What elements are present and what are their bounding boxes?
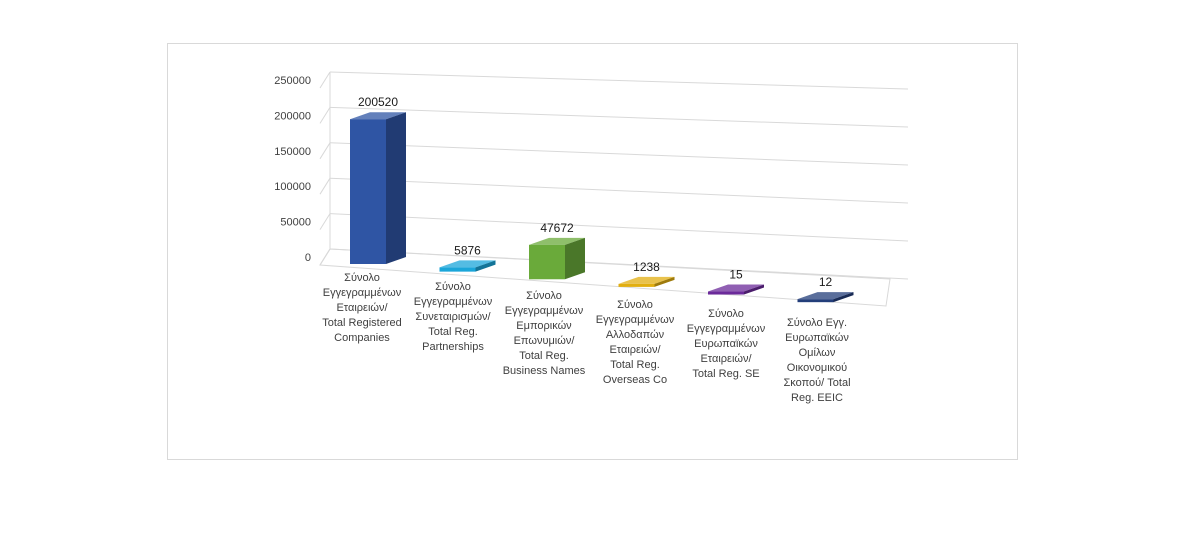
category-label: Συνεταιρισμών/ bbox=[415, 311, 491, 323]
category-label: Ευρωπαϊκών bbox=[785, 332, 849, 344]
gridline bbox=[329, 106, 909, 128]
bar-top bbox=[797, 292, 854, 300]
bar-top bbox=[529, 237, 585, 245]
category-label: Ομίλων bbox=[799, 347, 836, 359]
bar-side bbox=[744, 284, 764, 295]
side-gridline bbox=[319, 107, 331, 124]
category-label: Εγγεγραμμένων bbox=[505, 305, 584, 317]
data-label: 1238 bbox=[633, 260, 660, 274]
category-label: Σύνολο bbox=[526, 290, 562, 302]
side-gridline bbox=[319, 142, 331, 160]
bar bbox=[708, 284, 764, 295]
data-labels: 200520 5876 47672 1238 15 12 bbox=[358, 95, 833, 289]
category-label: Εταιρειών/ bbox=[336, 302, 388, 314]
gridlines bbox=[319, 71, 909, 307]
side-gridline bbox=[319, 248, 331, 266]
category-label: Εταιρειών/ bbox=[609, 344, 661, 356]
data-label: 15 bbox=[729, 268, 743, 282]
bar-chart: 0 50000 100000 150000 200000 250000 200520 587… bbox=[274, 71, 909, 404]
data-label: 5876 bbox=[454, 243, 481, 257]
category-label: Total Reg. bbox=[519, 350, 569, 362]
category-label: Εγγεγραμμένων bbox=[596, 314, 675, 326]
chart-frame: 0 50000 100000 150000 200000 250000 200520 587… bbox=[167, 43, 1018, 460]
category-label: Σύνολο bbox=[617, 299, 653, 311]
bar bbox=[350, 112, 406, 264]
gridline bbox=[329, 177, 909, 204]
category-label: Εταιρειών/ bbox=[700, 353, 752, 365]
category-label: Εμπορικών bbox=[516, 320, 572, 332]
side-gridline bbox=[319, 177, 331, 195]
category-label: Σκοπού/ Total bbox=[783, 377, 850, 389]
bar-front bbox=[439, 267, 476, 272]
category-label: Total Reg. bbox=[428, 326, 478, 338]
side-gridline bbox=[319, 71, 331, 89]
category-label: Total Registered bbox=[322, 317, 402, 329]
y-tick-label: 250000 bbox=[274, 75, 311, 87]
bar-side bbox=[654, 276, 675, 287]
category-label: Εγγεγραμμένων bbox=[414, 296, 493, 308]
y-axis-ticks: 0 50000 100000 150000 200000 250000 bbox=[274, 75, 311, 264]
y-tick-label: 150000 bbox=[274, 146, 311, 158]
bar bbox=[439, 260, 496, 272]
bar bbox=[618, 276, 675, 287]
bar-top bbox=[350, 112, 406, 120]
y-tick-label: 50000 bbox=[280, 217, 311, 229]
side-gridline bbox=[319, 213, 331, 230]
category-label: Αλλοδαπών bbox=[606, 329, 665, 341]
category-label: Total Reg. bbox=[610, 359, 660, 371]
category-label: Reg. EEIC bbox=[791, 392, 843, 404]
bar-front bbox=[529, 244, 565, 280]
category-label: Σύνολο bbox=[708, 308, 744, 320]
gridline bbox=[329, 248, 909, 280]
bar-front bbox=[350, 119, 386, 264]
bars bbox=[350, 112, 854, 303]
data-label: 12 bbox=[819, 275, 833, 289]
bar-top bbox=[618, 276, 675, 284]
category-label: Εγγεγραμμένων bbox=[323, 287, 402, 299]
bar-front bbox=[797, 299, 834, 303]
bar-side bbox=[565, 237, 585, 280]
data-label: 47672 bbox=[540, 221, 574, 235]
bar bbox=[797, 292, 854, 303]
category-label: Σύνολο bbox=[435, 281, 471, 293]
category-label: Business Names bbox=[503, 365, 586, 377]
category-label: Partnerships bbox=[422, 341, 484, 353]
category-label: Εγγεγραμμένων bbox=[687, 323, 766, 335]
bar-top bbox=[439, 260, 496, 268]
bar bbox=[529, 237, 585, 280]
gridline bbox=[329, 142, 909, 166]
category-label: Σύνολο Εγγ. bbox=[787, 317, 847, 329]
gridline bbox=[329, 213, 909, 242]
gridline bbox=[329, 71, 909, 90]
category-labels: Σύνολο Εγγεγραμμένων Εταιρειών/Total Regis… bbox=[322, 272, 850, 404]
category-label: Ευρωπαϊκών bbox=[694, 338, 758, 350]
y-tick-label: 0 bbox=[305, 252, 311, 264]
category-label: Σύνολο bbox=[344, 272, 380, 284]
category-label: Επωνυμιών/ bbox=[514, 335, 576, 347]
bar-front bbox=[708, 291, 744, 295]
category-label: Overseas Co bbox=[603, 374, 667, 386]
data-label: 200520 bbox=[358, 95, 398, 109]
bar-side bbox=[475, 260, 496, 272]
bar-side bbox=[833, 292, 854, 303]
bar-front bbox=[618, 283, 655, 287]
category-label: Total Reg. SE bbox=[692, 368, 759, 380]
bar-side bbox=[386, 112, 406, 264]
category-label: Οικονομικού bbox=[787, 362, 847, 374]
y-tick-label: 100000 bbox=[274, 181, 311, 193]
bar-top bbox=[708, 284, 764, 292]
y-tick-label: 200000 bbox=[274, 110, 311, 122]
category-label: Companies bbox=[334, 332, 390, 344]
